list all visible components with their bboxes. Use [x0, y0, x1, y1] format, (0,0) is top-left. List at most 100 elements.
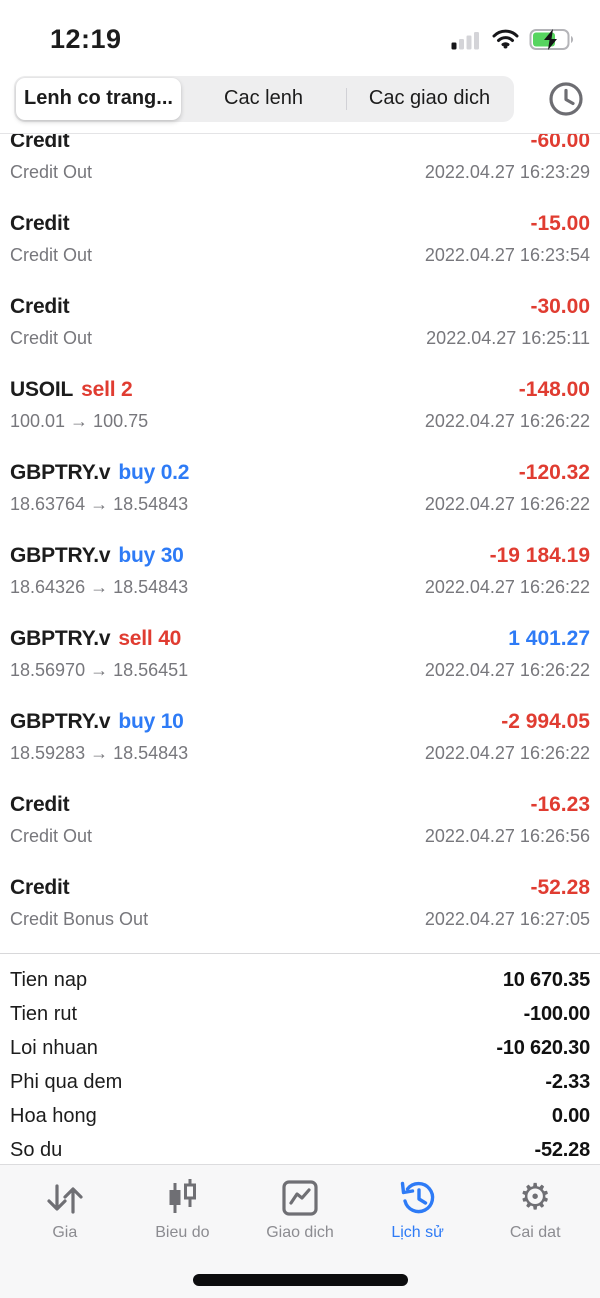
summary-label: Loi nhuan: [10, 1036, 98, 1059]
history-row[interactable]: Credit -15.00 Credit Out 2022.04.27 16:2…: [0, 210, 600, 293]
row-datetime: 2022.04.27 16:27:05: [424, 909, 590, 929]
summary-row: Phi qua dem -2.33: [10, 1065, 590, 1099]
row-datetime: 2022.04.27 16:26:22: [424, 577, 590, 597]
summary-value: 10 670.35: [502, 968, 590, 991]
summary-row: Tien nap 10 670.35: [10, 963, 590, 997]
row-detail: 18.64326 → 18.54843: [10, 577, 189, 597]
summary-value: -10 620.30: [496, 1036, 590, 1059]
row-operation: buy 0.2: [118, 461, 190, 484]
tab-history[interactable]: Lịch sử: [362, 1179, 474, 1298]
row-symbol: Credit: [10, 212, 70, 235]
row-operation: buy 30: [118, 544, 184, 567]
account-summary: Tien nap 10 670.35 Tien rut -100.00 Loi …: [0, 953, 600, 1178]
row-operation: buy 10: [118, 710, 184, 733]
tab-positions[interactable]: Lenh co trang...: [16, 77, 181, 120]
row-datetime: 2022.04.27 16:23:29: [424, 162, 590, 182]
clock-icon: [549, 81, 583, 116]
summary-row: Hoa hong 0.00: [10, 1099, 590, 1133]
row-detail: Credit Out: [10, 162, 93, 182]
status-time: 12:19: [50, 23, 122, 54]
time-period-button[interactable]: [546, 79, 586, 119]
row-detail: Credit Out: [10, 245, 93, 265]
summary-value: -2.33: [545, 1070, 590, 1093]
header: Lenh co trang... Cac lenh Cac giao dich: [0, 64, 600, 134]
chart-square-icon: [281, 1179, 319, 1217]
row-symbol: Credit: [10, 295, 70, 318]
tab-quotes-label: Gia: [52, 1224, 78, 1241]
tab-orders[interactable]: Cac lenh: [181, 78, 346, 120]
row-detail: Credit Bonus Out: [10, 909, 149, 929]
row-profit-value: -30.00: [530, 295, 590, 318]
tab-charts-label: Bieu do: [155, 1224, 210, 1241]
history-row[interactable]: Credit -16.23 Credit Out 2022.04.27 16:2…: [0, 791, 600, 874]
row-symbol: GBPTRY.v: [10, 461, 111, 484]
summary-label: Hoa hong: [10, 1104, 97, 1127]
history-filter-segmented-control: Lenh co trang... Cac lenh Cac giao dich: [14, 75, 514, 122]
history-row[interactable]: Credit -30.00 Credit Out 2022.04.27 16:2…: [0, 293, 600, 376]
summary-value: -52.28: [534, 1138, 590, 1161]
history-list: Credit -60.00 Credit Out 2022.04.27 16:2…: [0, 129, 600, 957]
row-datetime: 2022.04.27 16:26:56: [424, 826, 590, 846]
row-detail: 18.59283 → 18.54843: [10, 743, 189, 763]
tab-settings-label: Cai dat: [509, 1224, 561, 1241]
wifi-icon: [492, 29, 519, 49]
status-bar: 12:19: [0, 0, 600, 64]
summary-label: Tien rut: [10, 1002, 78, 1025]
home-indicator[interactable]: [193, 1274, 408, 1286]
row-detail: 18.56970 → 18.56451: [10, 660, 189, 680]
history-row[interactable]: Credit -52.28 Credit Bonus Out 2022.04.2…: [0, 874, 600, 957]
gear-icon: ⚙: [519, 1177, 552, 1218]
tab-quotes[interactable]: Gia: [9, 1179, 121, 1298]
row-profit-value: -60.00: [530, 129, 590, 152]
history-row[interactable]: GBPTRY.v buy 10 -2 994.05 18.59283 → 18.…: [0, 708, 600, 791]
summary-value: 0.00: [551, 1104, 590, 1127]
candlestick-icon: [164, 1179, 200, 1217]
segment-divider: [346, 87, 347, 110]
summary-row: Loi nhuan -10 620.30: [10, 1031, 590, 1065]
row-profit-value: -15.00: [530, 212, 590, 235]
row-detail: Credit Out: [10, 328, 93, 348]
row-symbol: Credit: [10, 876, 70, 899]
row-profit-value: -2 994.05: [501, 710, 590, 733]
row-profit-value: -19 184.19: [489, 544, 590, 567]
row-profit-value: -16.23: [530, 793, 590, 816]
row-detail: 18.63764 → 18.54843: [10, 494, 189, 514]
tab-positions-label: Lenh co trang...: [24, 87, 173, 109]
row-profit-value: -148.00: [518, 378, 590, 401]
tab-deals[interactable]: Cac giao dich: [347, 78, 512, 120]
row-detail: Credit Out: [10, 826, 93, 846]
row-datetime: 2022.04.27 16:23:54: [424, 245, 590, 265]
history-row[interactable]: USOIL sell 2 -148.00 100.01 → 100.75 202…: [0, 376, 600, 459]
row-symbol: USOIL: [10, 378, 74, 401]
row-profit-value: -52.28: [530, 876, 590, 899]
history-row[interactable]: GBPTRY.v buy 30 -19 184.19 18.64326 → 18…: [0, 542, 600, 625]
cellular-signal-icon: [451, 31, 479, 49]
row-symbol: Credit: [10, 793, 70, 816]
row-datetime: 2022.04.27 16:26:22: [424, 494, 590, 514]
tab-charts[interactable]: Bieu do: [126, 1179, 238, 1298]
tab-settings[interactable]: ⚙ Cai dat: [479, 1179, 591, 1298]
battery-charging-icon: [529, 28, 574, 50]
summary-label: So du: [10, 1138, 63, 1161]
row-datetime: 2022.04.27 16:25:11: [426, 328, 590, 348]
row-symbol: GBPTRY.v: [10, 627, 111, 650]
row-operation: sell 2: [81, 378, 133, 401]
row-detail: 100.01 → 100.75: [10, 411, 149, 431]
row-profit-value: 1 401.27: [508, 627, 590, 650]
history-row[interactable]: GBPTRY.v sell 40 1 401.27 18.56970 → 18.…: [0, 625, 600, 708]
row-symbol: GBPTRY.v: [10, 544, 111, 567]
arrows-down-up-icon: [44, 1179, 86, 1217]
row-datetime: 2022.04.27 16:26:22: [424, 660, 590, 680]
row-datetime: 2022.04.27 16:26:22: [424, 411, 590, 431]
summary-label: Phi qua dem: [10, 1070, 123, 1093]
tab-trade[interactable]: Giao dich: [244, 1179, 356, 1298]
summary-row: Tien rut -100.00: [10, 997, 590, 1031]
tab-orders-label: Cac lenh: [224, 87, 303, 109]
history-row[interactable]: GBPTRY.v buy 0.2 -120.32 18.63764 → 18.5…: [0, 459, 600, 542]
row-profit-value: -120.32: [518, 461, 590, 484]
row-symbol: Credit: [10, 129, 70, 152]
tab-history-label: Lịch sử: [391, 1224, 444, 1241]
summary-value: -100.00: [523, 1002, 591, 1025]
history-row[interactable]: Credit -60.00 Credit Out 2022.04.27 16:2…: [0, 127, 600, 210]
row-operation: sell 40: [118, 627, 182, 650]
